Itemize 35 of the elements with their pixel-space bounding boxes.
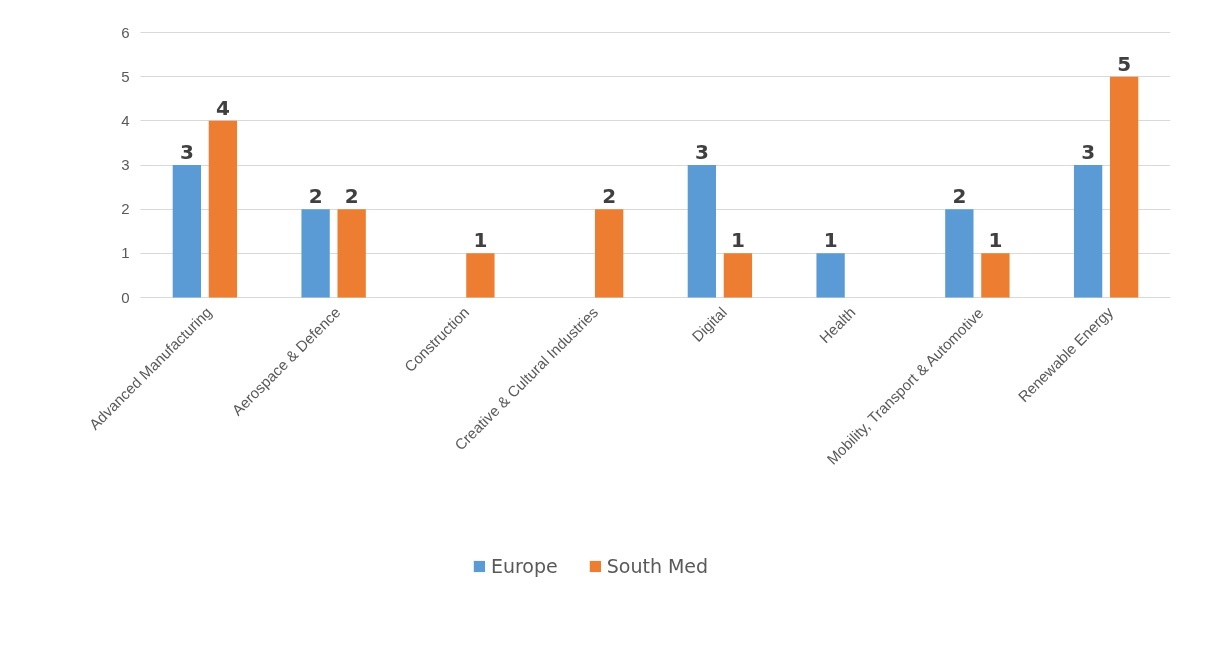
bar bbox=[981, 253, 1010, 298]
bar bbox=[1073, 165, 1103, 298]
bar bbox=[337, 209, 366, 298]
bar bbox=[208, 120, 238, 298]
y-tick-label: 3 bbox=[121, 156, 130, 173]
data-label: 3 bbox=[1081, 140, 1096, 164]
y-tick-label: 5 bbox=[121, 67, 130, 85]
bar bbox=[466, 253, 495, 298]
data-label: 2 bbox=[308, 184, 323, 209]
bar bbox=[723, 253, 753, 298]
data-label: 2 bbox=[344, 184, 359, 209]
bar bbox=[594, 209, 624, 298]
data-label: 4 bbox=[215, 95, 230, 120]
bar bbox=[816, 253, 845, 298]
y-tick-label: 1 bbox=[121, 244, 130, 262]
legend-label: Europe bbox=[490, 555, 558, 577]
bar bbox=[1109, 76, 1139, 298]
data-label: 2 bbox=[602, 184, 617, 209]
data-label: 2 bbox=[952, 184, 967, 209]
y-tick-label: 0 bbox=[121, 288, 130, 306]
data-label: 5 bbox=[1117, 51, 1132, 76]
bar bbox=[172, 165, 202, 298]
data-label: 3 bbox=[694, 140, 709, 164]
bar bbox=[945, 209, 974, 298]
data-label: 1 bbox=[823, 228, 838, 253]
y-tick-label: 6 bbox=[121, 23, 130, 41]
bar bbox=[301, 209, 330, 298]
bar bbox=[687, 165, 717, 298]
data-label: 1 bbox=[988, 228, 1003, 253]
legend-label: South Med bbox=[606, 555, 709, 577]
data-label: 3 bbox=[179, 140, 194, 164]
data-label: 1 bbox=[730, 228, 745, 253]
y-tick-label: 4 bbox=[121, 111, 130, 129]
data-label: 1 bbox=[473, 228, 488, 253]
y-tick-label: 2 bbox=[121, 200, 130, 218]
